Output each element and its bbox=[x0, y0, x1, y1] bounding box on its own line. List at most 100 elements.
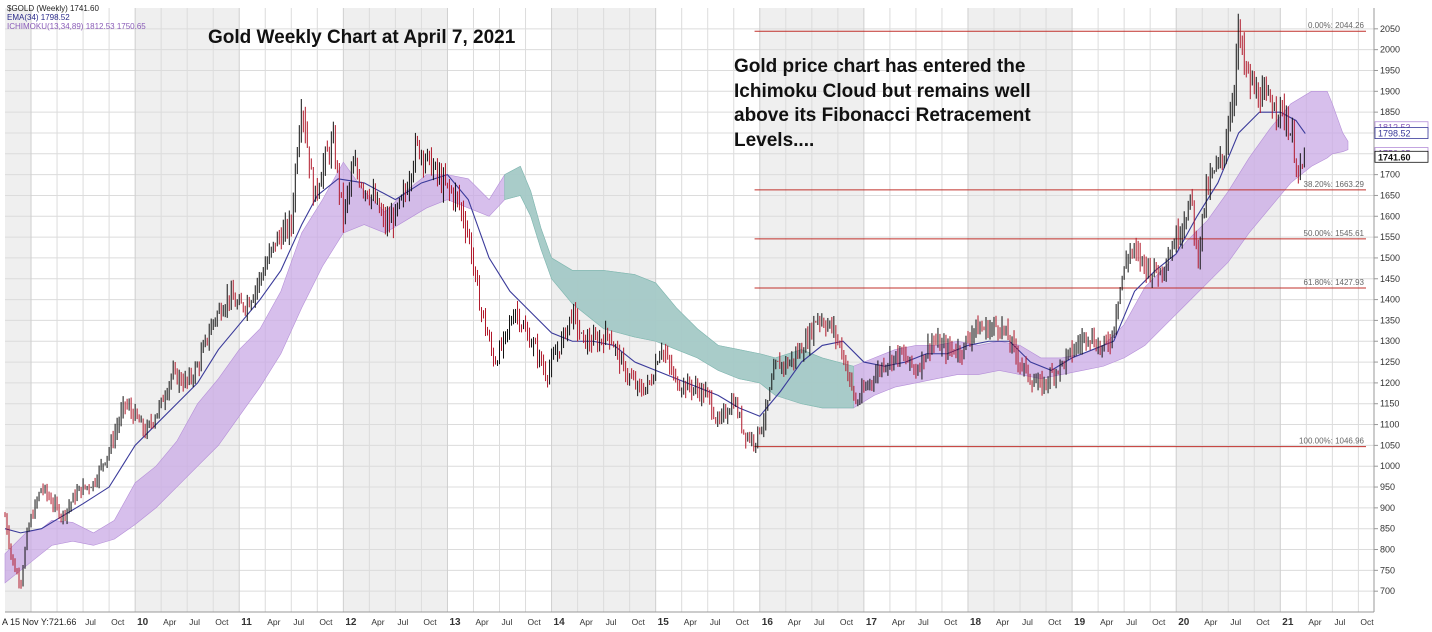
x-tick-label: Oct bbox=[528, 617, 542, 627]
x-tick-label: Apr bbox=[1308, 617, 1321, 627]
x-tick-label: Apr bbox=[788, 617, 801, 627]
x-tick-label: Apr bbox=[267, 617, 280, 627]
x-tick-label: Jul bbox=[1126, 617, 1137, 627]
x-tick-label: Jul bbox=[606, 617, 617, 627]
x-tick-label: 14 bbox=[554, 617, 566, 628]
x-tick-label: Oct bbox=[423, 617, 437, 627]
ema-line bbox=[4, 111, 1306, 534]
x-axis-labels: 9AprJulOct10AprJulOct11AprJulOct12AprJul… bbox=[33, 617, 1374, 628]
x-tick-label: Jul bbox=[1334, 617, 1345, 627]
x-tick-label: 10 bbox=[137, 617, 149, 628]
x-tick-label: Apr bbox=[996, 617, 1009, 627]
annotation-line: Gold price chart has entered the bbox=[734, 56, 1026, 77]
y-tick-label: 1450 bbox=[1380, 274, 1400, 284]
axes bbox=[5, 8, 1430, 613]
x-tick-label: Oct bbox=[840, 617, 854, 627]
x-tick-label: Jul bbox=[1230, 617, 1241, 627]
chart-legend: $GOLD (Weekly) 1741.60 EMA(34) 1798.52 I… bbox=[7, 4, 146, 31]
x-tick-label: Apr bbox=[371, 617, 384, 627]
ichimoku-cloud bbox=[4, 91, 1349, 584]
y-axis-labels: 700 750 800 850 900 950 1000 1050 1100 1150 1200 12… bbox=[1374, 24, 1400, 596]
x-tick-label: Jul bbox=[189, 617, 200, 627]
x-tick-label: Oct bbox=[1048, 617, 1062, 627]
y-tick-label: 750 bbox=[1380, 565, 1395, 575]
x-tick-label: Oct bbox=[632, 617, 646, 627]
x-tick-label: Oct bbox=[944, 617, 958, 627]
year-shade-band bbox=[5, 8, 32, 612]
x-tick-label: Apr bbox=[580, 617, 593, 627]
y-tick-label: 1950 bbox=[1380, 65, 1400, 75]
y-tick-label: 1600 bbox=[1380, 211, 1400, 221]
fib-level-label: 0.00%: 2044.26 bbox=[1308, 21, 1365, 30]
x-tick-label: Apr bbox=[892, 617, 905, 627]
fib-level-label: 38.20%: 1663.29 bbox=[1304, 180, 1365, 189]
x-tick-label: Apr bbox=[684, 617, 697, 627]
right-value-labels: 1812.531798.521750.651741.60 bbox=[1374, 121, 1429, 163]
annotation-line: Levels.... bbox=[734, 129, 815, 151]
ema-34-line bbox=[4, 111, 1306, 534]
x-tick-label: Jul bbox=[918, 617, 929, 627]
legend-ichimoku: ICHIMOKU(13,34,89) 1812.53 1750.65 bbox=[7, 22, 146, 31]
x-tick-label: Jul bbox=[1022, 617, 1033, 627]
y-tick-label: 950 bbox=[1380, 482, 1395, 492]
x-tick-label: Jul bbox=[710, 617, 721, 627]
x-tick-label: 20 bbox=[1178, 617, 1190, 628]
y-tick-label: 1700 bbox=[1380, 170, 1400, 180]
fib-level-label: 50.00%: 1545.61 bbox=[1304, 229, 1365, 238]
x-tick-label: Jul bbox=[293, 617, 304, 627]
y-tick-label: 1350 bbox=[1380, 315, 1400, 325]
y-tick-label: 1150 bbox=[1380, 399, 1399, 409]
x-tick-label: Oct bbox=[215, 617, 229, 627]
x-tick-label: Apr bbox=[1204, 617, 1217, 627]
fib-level-label: 100.00%: 1046.96 bbox=[1299, 437, 1364, 446]
y-tick-label: 2050 bbox=[1380, 24, 1400, 34]
right-axis-panel bbox=[1375, 8, 1430, 612]
x-tick-label: Oct bbox=[319, 617, 333, 627]
y-tick-label: 1000 bbox=[1380, 461, 1400, 471]
x-tick-label: Jul bbox=[502, 617, 513, 627]
legend-price: $GOLD (Weekly) 1741.60 bbox=[7, 4, 99, 13]
x-tick-label: 12 bbox=[345, 617, 357, 628]
x-tick-label: 18 bbox=[970, 617, 982, 628]
y-tick-label: 700 bbox=[1380, 586, 1395, 596]
cursor-readout: A 15 Nov Y:721.66 bbox=[2, 617, 77, 627]
y-tick-label: 850 bbox=[1380, 524, 1395, 534]
y-tick-label: 1050 bbox=[1380, 440, 1400, 450]
price-tag-box bbox=[1374, 150, 1429, 163]
x-tick-label: Jul bbox=[397, 617, 408, 627]
price-tag-label: 1798.52 bbox=[1378, 129, 1411, 139]
x-tick-label: Oct bbox=[111, 617, 125, 627]
y-tick-label: 1650 bbox=[1380, 190, 1400, 200]
x-tick-label: Apr bbox=[475, 617, 488, 627]
x-tick-label: Oct bbox=[1256, 617, 1270, 627]
legend-ema: EMA(34) 1798.52 bbox=[7, 13, 70, 22]
y-tick-label: 1850 bbox=[1380, 107, 1400, 117]
y-tick-label: 800 bbox=[1380, 545, 1395, 555]
x-tick-label: 21 bbox=[1282, 617, 1294, 628]
ichimoku-cloud-bearish bbox=[504, 165, 854, 409]
fibonacci-levels: 0.00%: 2044.26 38.20%: 1663.29 50.00%: 154… bbox=[754, 21, 1366, 448]
y-tick-label: 1200 bbox=[1380, 378, 1400, 388]
y-tick-label: 1300 bbox=[1380, 336, 1400, 346]
x-tick-label: 15 bbox=[658, 617, 670, 628]
y-tick-label: 1900 bbox=[1380, 86, 1400, 96]
x-tick-label: 17 bbox=[866, 617, 878, 628]
x-tick-label: Oct bbox=[736, 617, 750, 627]
y-tick-label: 2000 bbox=[1380, 45, 1400, 55]
y-tick-label: 900 bbox=[1380, 503, 1395, 513]
price-series bbox=[4, 13, 1305, 589]
x-tick-label: 11 bbox=[241, 617, 252, 628]
chart-annotation: Gold price chart has entered the Ichimok… bbox=[734, 55, 1114, 153]
x-tick-label: Jul bbox=[814, 617, 825, 627]
y-tick-label: 1250 bbox=[1380, 357, 1400, 367]
x-tick-label: Jul bbox=[85, 617, 96, 627]
annotation-line: above its Fibonacci Retracement bbox=[734, 105, 1031, 126]
y-tick-label: 1550 bbox=[1380, 232, 1400, 242]
fib-level-label: 61.80%: 1427.93 bbox=[1304, 278, 1365, 287]
y-tick-label: 1500 bbox=[1380, 253, 1400, 263]
annotation-line: Ichimoku Cloud but remains well bbox=[734, 80, 1031, 102]
price-tag-label: 1741.60 bbox=[1378, 152, 1411, 162]
price-tag-box bbox=[1374, 127, 1429, 139]
y-tick-label: 1100 bbox=[1380, 420, 1399, 430]
